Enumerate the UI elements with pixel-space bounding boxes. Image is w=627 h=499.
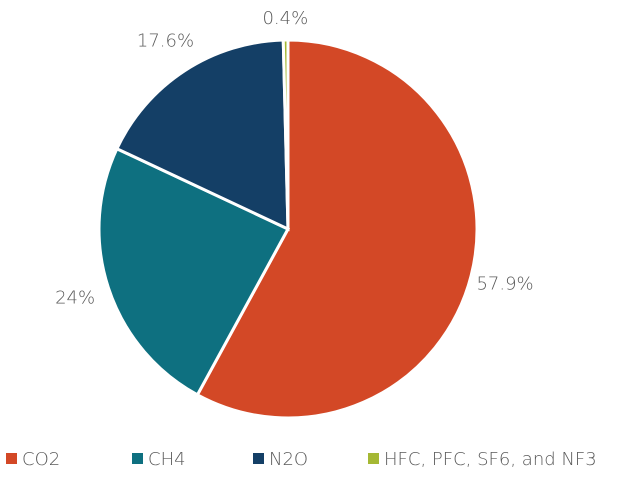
legend-label: CO2	[22, 449, 60, 470]
legend-swatch	[132, 453, 143, 464]
pie-slice	[114, 38, 290, 232]
legend-swatch	[6, 453, 17, 464]
legend-label: N2O	[269, 449, 308, 470]
pie-slice	[281, 38, 290, 230]
data-label: 17.6%	[137, 30, 194, 51]
pie-slice	[97, 146, 291, 397]
pie-slice	[195, 38, 479, 420]
legend-swatch	[368, 453, 379, 464]
legend-label: CH4	[148, 449, 186, 470]
data-label: 24%	[55, 288, 95, 309]
data-label: 0.4%	[262, 8, 308, 29]
legend-label: HFC, PFC, SF6, and NF3	[384, 449, 597, 470]
legend-swatch	[253, 453, 264, 464]
data-label: 57.9%	[476, 273, 533, 294]
